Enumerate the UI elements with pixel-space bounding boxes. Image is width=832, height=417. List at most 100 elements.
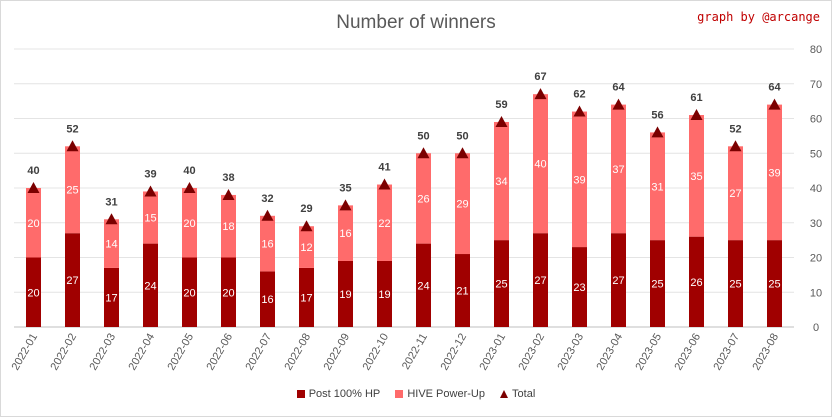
total-marker: [417, 147, 430, 159]
bar-post-100-hp: [533, 233, 548, 327]
data-label-total: 61: [690, 92, 702, 104]
bar-hive-power-up: [377, 184, 392, 261]
data-label-post: 25: [768, 279, 780, 291]
x-tick-label: 2023-06: [673, 332, 704, 373]
y-tick-label: 60: [810, 114, 822, 126]
bar-post-100-hp: [416, 243, 431, 327]
x-tick-label: 2022-03: [88, 332, 119, 373]
data-label-total: 67: [534, 71, 546, 83]
y-tick-label: 80: [810, 44, 822, 56]
total-marker: [573, 105, 586, 117]
data-label-powerup: 22: [378, 218, 390, 230]
y-tick-label: 30: [810, 218, 822, 230]
x-tick-label: 2023-04: [595, 332, 626, 373]
data-label-powerup: 27: [729, 188, 741, 200]
y-tick-label: 0: [813, 322, 819, 334]
data-label-powerup: 15: [144, 213, 156, 225]
bar-post-100-hp: [104, 267, 119, 327]
data-label-powerup: 20: [27, 218, 39, 230]
data-label-total: 39: [144, 168, 156, 180]
x-tick-label: 2022-07: [244, 332, 275, 373]
y-tick-label: 40: [810, 183, 822, 195]
x-tick-label: 2023-07: [712, 332, 743, 373]
bar-hive-power-up: [182, 188, 197, 258]
legend: Post 100% HP HIVE Power-Up Total: [0, 388, 832, 400]
legend-item-powerup: HIVE Power-Up: [395, 388, 485, 400]
total-marker: [105, 213, 118, 225]
x-tick-label: 2023-02: [517, 332, 548, 373]
bar-post-100-hp: [260, 271, 275, 327]
legend-label-total: Total: [512, 388, 536, 400]
legend-marker-total: [500, 390, 509, 399]
data-label-total: 35: [339, 182, 351, 194]
data-label-post: 27: [612, 275, 624, 287]
x-tick-label: 2022-04: [127, 332, 158, 373]
total-marker: [651, 126, 664, 138]
bar-hive-power-up: [260, 215, 275, 272]
total-marker: [183, 182, 196, 193]
bar-hive-power-up: [611, 104, 626, 234]
data-label-total: 29: [300, 203, 312, 215]
legend-item-post: Post 100% HP: [296, 388, 381, 400]
data-label-total: 40: [183, 165, 195, 177]
total-marker: [27, 182, 40, 193]
x-tick-label: 2022-08: [283, 332, 314, 373]
bar-post-100-hp: [182, 257, 197, 327]
data-label-total: 50: [456, 130, 468, 142]
data-label-post: 21: [456, 286, 468, 298]
bar-hive-power-up: [455, 153, 470, 255]
data-label-total: 41: [378, 162, 390, 174]
total-marker: [456, 147, 469, 159]
data-label-total: 64: [612, 82, 625, 94]
x-tick-label: 2023-01: [478, 332, 509, 373]
data-label-powerup: 40: [534, 159, 546, 171]
data-label-post: 20: [27, 287, 39, 299]
data-label-post: 19: [378, 289, 390, 301]
legend-swatch-powerup: [395, 390, 404, 399]
bar-post-100-hp: [494, 240, 509, 327]
legend-label-post: Post 100% HP: [308, 388, 381, 400]
data-label-powerup: 16: [261, 239, 273, 251]
legend-swatch-post: [296, 390, 305, 399]
bar-post-100-hp: [728, 240, 743, 327]
bar-post-100-hp: [221, 257, 236, 327]
bar-hive-power-up: [728, 146, 743, 241]
x-tick-label: 2022-11: [400, 332, 430, 372]
bar-post-100-hp: [65, 233, 80, 327]
bar-post-100-hp: [572, 247, 587, 327]
bar-hive-power-up: [533, 94, 548, 234]
bar-hive-power-up: [143, 191, 158, 244]
bar-post-100-hp: [26, 257, 41, 327]
bar-hive-power-up: [416, 153, 431, 244]
data-label-powerup: 20: [183, 218, 195, 230]
y-tick-label: 10: [810, 287, 822, 299]
bar-hive-power-up: [221, 194, 236, 258]
data-label-post: 20: [183, 287, 195, 299]
data-label-total: 38: [222, 172, 234, 184]
bar-post-100-hp: [650, 240, 665, 327]
data-label-post: 24: [417, 280, 429, 292]
x-tick-label: 2023-05: [634, 332, 665, 373]
data-label-powerup: 26: [417, 193, 429, 205]
bar-hive-power-up: [338, 205, 353, 261]
x-tick-label: 2022-02: [49, 332, 80, 373]
data-label-post: 17: [300, 292, 312, 304]
data-label-post: 17: [105, 292, 117, 304]
total-marker: [495, 115, 508, 127]
data-label-powerup: 34: [495, 176, 507, 188]
data-label-post: 20: [222, 287, 234, 299]
data-label-powerup: 29: [456, 199, 468, 211]
data-label-powerup: 37: [612, 164, 624, 176]
total-marker: [534, 88, 547, 100]
data-label-post: 25: [495, 279, 507, 291]
data-label-powerup: 14: [105, 239, 117, 251]
total-marker: [690, 109, 703, 121]
legend-label-powerup: HIVE Power-Up: [407, 388, 485, 400]
x-tick-label: 2022-09: [322, 332, 353, 373]
x-tick-label: 2022-01: [10, 332, 41, 373]
data-label-total: 56: [651, 109, 663, 121]
bar-hive-power-up: [689, 115, 704, 237]
total-marker: [612, 98, 625, 110]
data-label-post: 25: [729, 279, 741, 291]
total-marker: [339, 199, 352, 211]
